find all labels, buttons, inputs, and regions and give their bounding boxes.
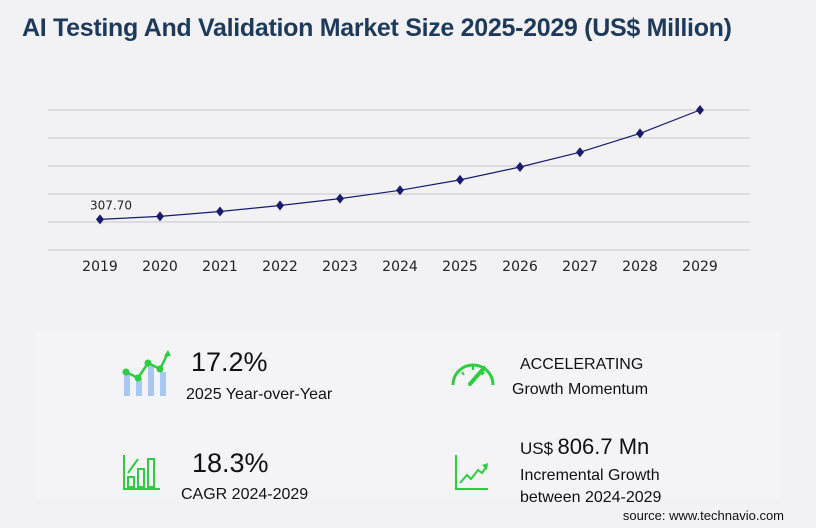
bar-growth-icon (123, 455, 160, 490)
line-chart: 2019 307.70 2020 2021 2022 2023 2024 2025 2026 20… (48, 105, 750, 275)
yoy-value: 17.2% (191, 347, 268, 377)
data-point (396, 185, 404, 196)
yoy-label: 2025 Year-over-Year (186, 386, 333, 403)
x-tick-label: 2023 (322, 259, 358, 275)
data-point (636, 128, 644, 139)
currency-prefix: US$ (520, 439, 554, 458)
x-tick-label: 2024 (382, 259, 418, 275)
x-tick-label: 2027 (562, 259, 598, 275)
x-tick-label: 2026 (502, 259, 538, 275)
trend-up-icon (455, 455, 488, 490)
growth-chart-icon (122, 350, 171, 396)
incremental-value-group: US$ 806.7 Mn (520, 434, 649, 460)
stats-panel (36, 330, 780, 498)
x-tick-label: 2028 (622, 259, 658, 275)
data-point (336, 193, 344, 204)
cagr-label: CAGR 2024-2029 (181, 486, 309, 503)
momentum-label: Growth Momentum (512, 381, 649, 398)
data-point (276, 200, 284, 211)
data-point (696, 105, 704, 115)
incremental-label-2: between 2024-2029 (520, 489, 662, 506)
data-point (156, 211, 164, 222)
data-point (576, 147, 584, 158)
chart-title: AI Testing And Validation Market Size 20… (22, 14, 732, 42)
incremental-label-1: Incremental Growth (520, 467, 660, 484)
x-tick-label: 2020 (142, 259, 178, 275)
series-line (99, 109, 701, 220)
x-tick-label: 2019 (82, 259, 118, 275)
data-point (96, 214, 104, 225)
x-tick-label: 2022 (262, 259, 298, 275)
cagr-value: 18.3% (192, 448, 269, 478)
x-tick-label: 2021 (202, 259, 238, 275)
data-point (216, 206, 224, 217)
incremental-value: 806.7 Mn (557, 434, 650, 459)
x-tick-label: 2029 (682, 259, 718, 275)
x-tick-label: 2025 (442, 259, 478, 275)
data-label: 307.70 (90, 198, 132, 212)
source-text: source: www.technavio.com (622, 508, 784, 523)
momentum-value: ACCELERATING (520, 356, 644, 373)
data-point (516, 162, 524, 173)
data-point (456, 174, 464, 185)
speedometer-icon (451, 363, 495, 386)
